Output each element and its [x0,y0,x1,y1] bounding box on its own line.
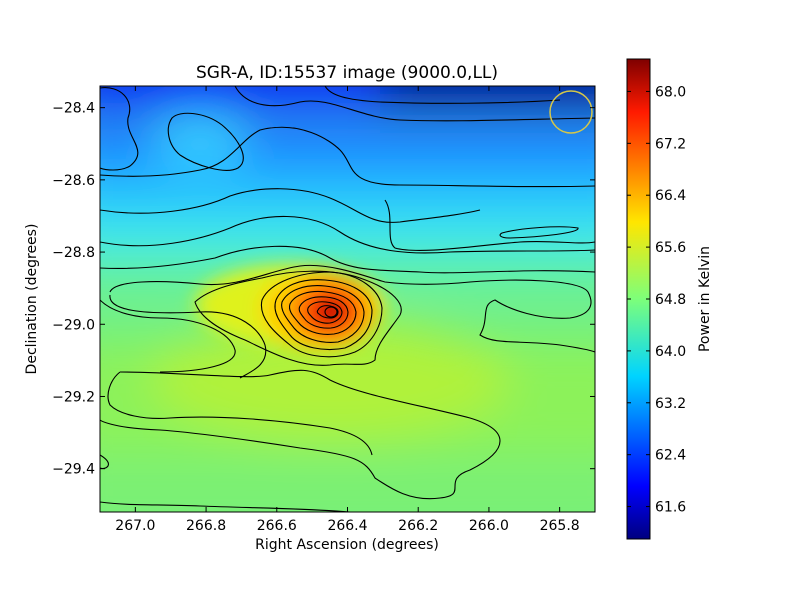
colorbar-tick-label: 64.0 [655,344,686,360]
heatmap [100,86,595,512]
contour-lines [100,86,595,512]
beam-marker [549,90,593,134]
x-tick-label: 266.4 [327,518,367,534]
x-axis-label: Right Ascension (degrees) [255,537,439,553]
colorbar-label: Power in Kelvin [697,246,713,352]
x-tick-label: 265.8 [540,518,580,534]
y-tick-label: −29.0 [52,317,95,333]
colorbar-tick-label: 66.4 [655,188,686,204]
y-tick-label: −29.2 [52,389,95,405]
x-tick-label: 266.0 [469,518,509,534]
y-axis-ticks: −28.4 −28.6 −28.8 −29.0 −29.2 −29.4 [52,101,595,478]
chart-title: SGR-A, ID:15537 image (9000.0,LL) [196,63,498,83]
y-tick-label: −29.4 [52,462,95,478]
colorbar-tick-label: 64.8 [655,292,686,308]
x-tick-label: 266.6 [257,518,297,534]
x-tick-label: 266.2 [398,518,438,534]
y-tick-label: −28.8 [52,245,95,261]
colorbar-tick-label: 63.2 [655,396,686,412]
y-tick-label: −28.6 [52,173,95,189]
y-tick-label: −28.4 [52,101,95,117]
colorbar-tick-label: 65.6 [655,240,686,256]
colorbar-tick-label: 67.2 [655,136,686,152]
x-axis-ticks: 267.0 266.8 266.6 266.4 266.2 266.0 265.8 [115,86,580,534]
colorbar: 61.6 62.4 63.2 64.0 64.8 65.6 66.4 67.2 68.0 Pow… [626,58,713,540]
colorbar-tick-label: 61.6 [655,500,686,516]
colorbar-tick-label: 68.0 [655,84,686,100]
colorbar-tick-label: 62.4 [655,448,686,464]
x-tick-label: 267.0 [115,518,155,534]
y-axis-label: Declination (degrees) [24,224,40,375]
colorbar-ticks: 61.6 62.4 63.2 64.0 64.8 65.6 66.4 67.2 68.0 [627,84,686,516]
x-tick-label: 266.8 [186,518,226,534]
